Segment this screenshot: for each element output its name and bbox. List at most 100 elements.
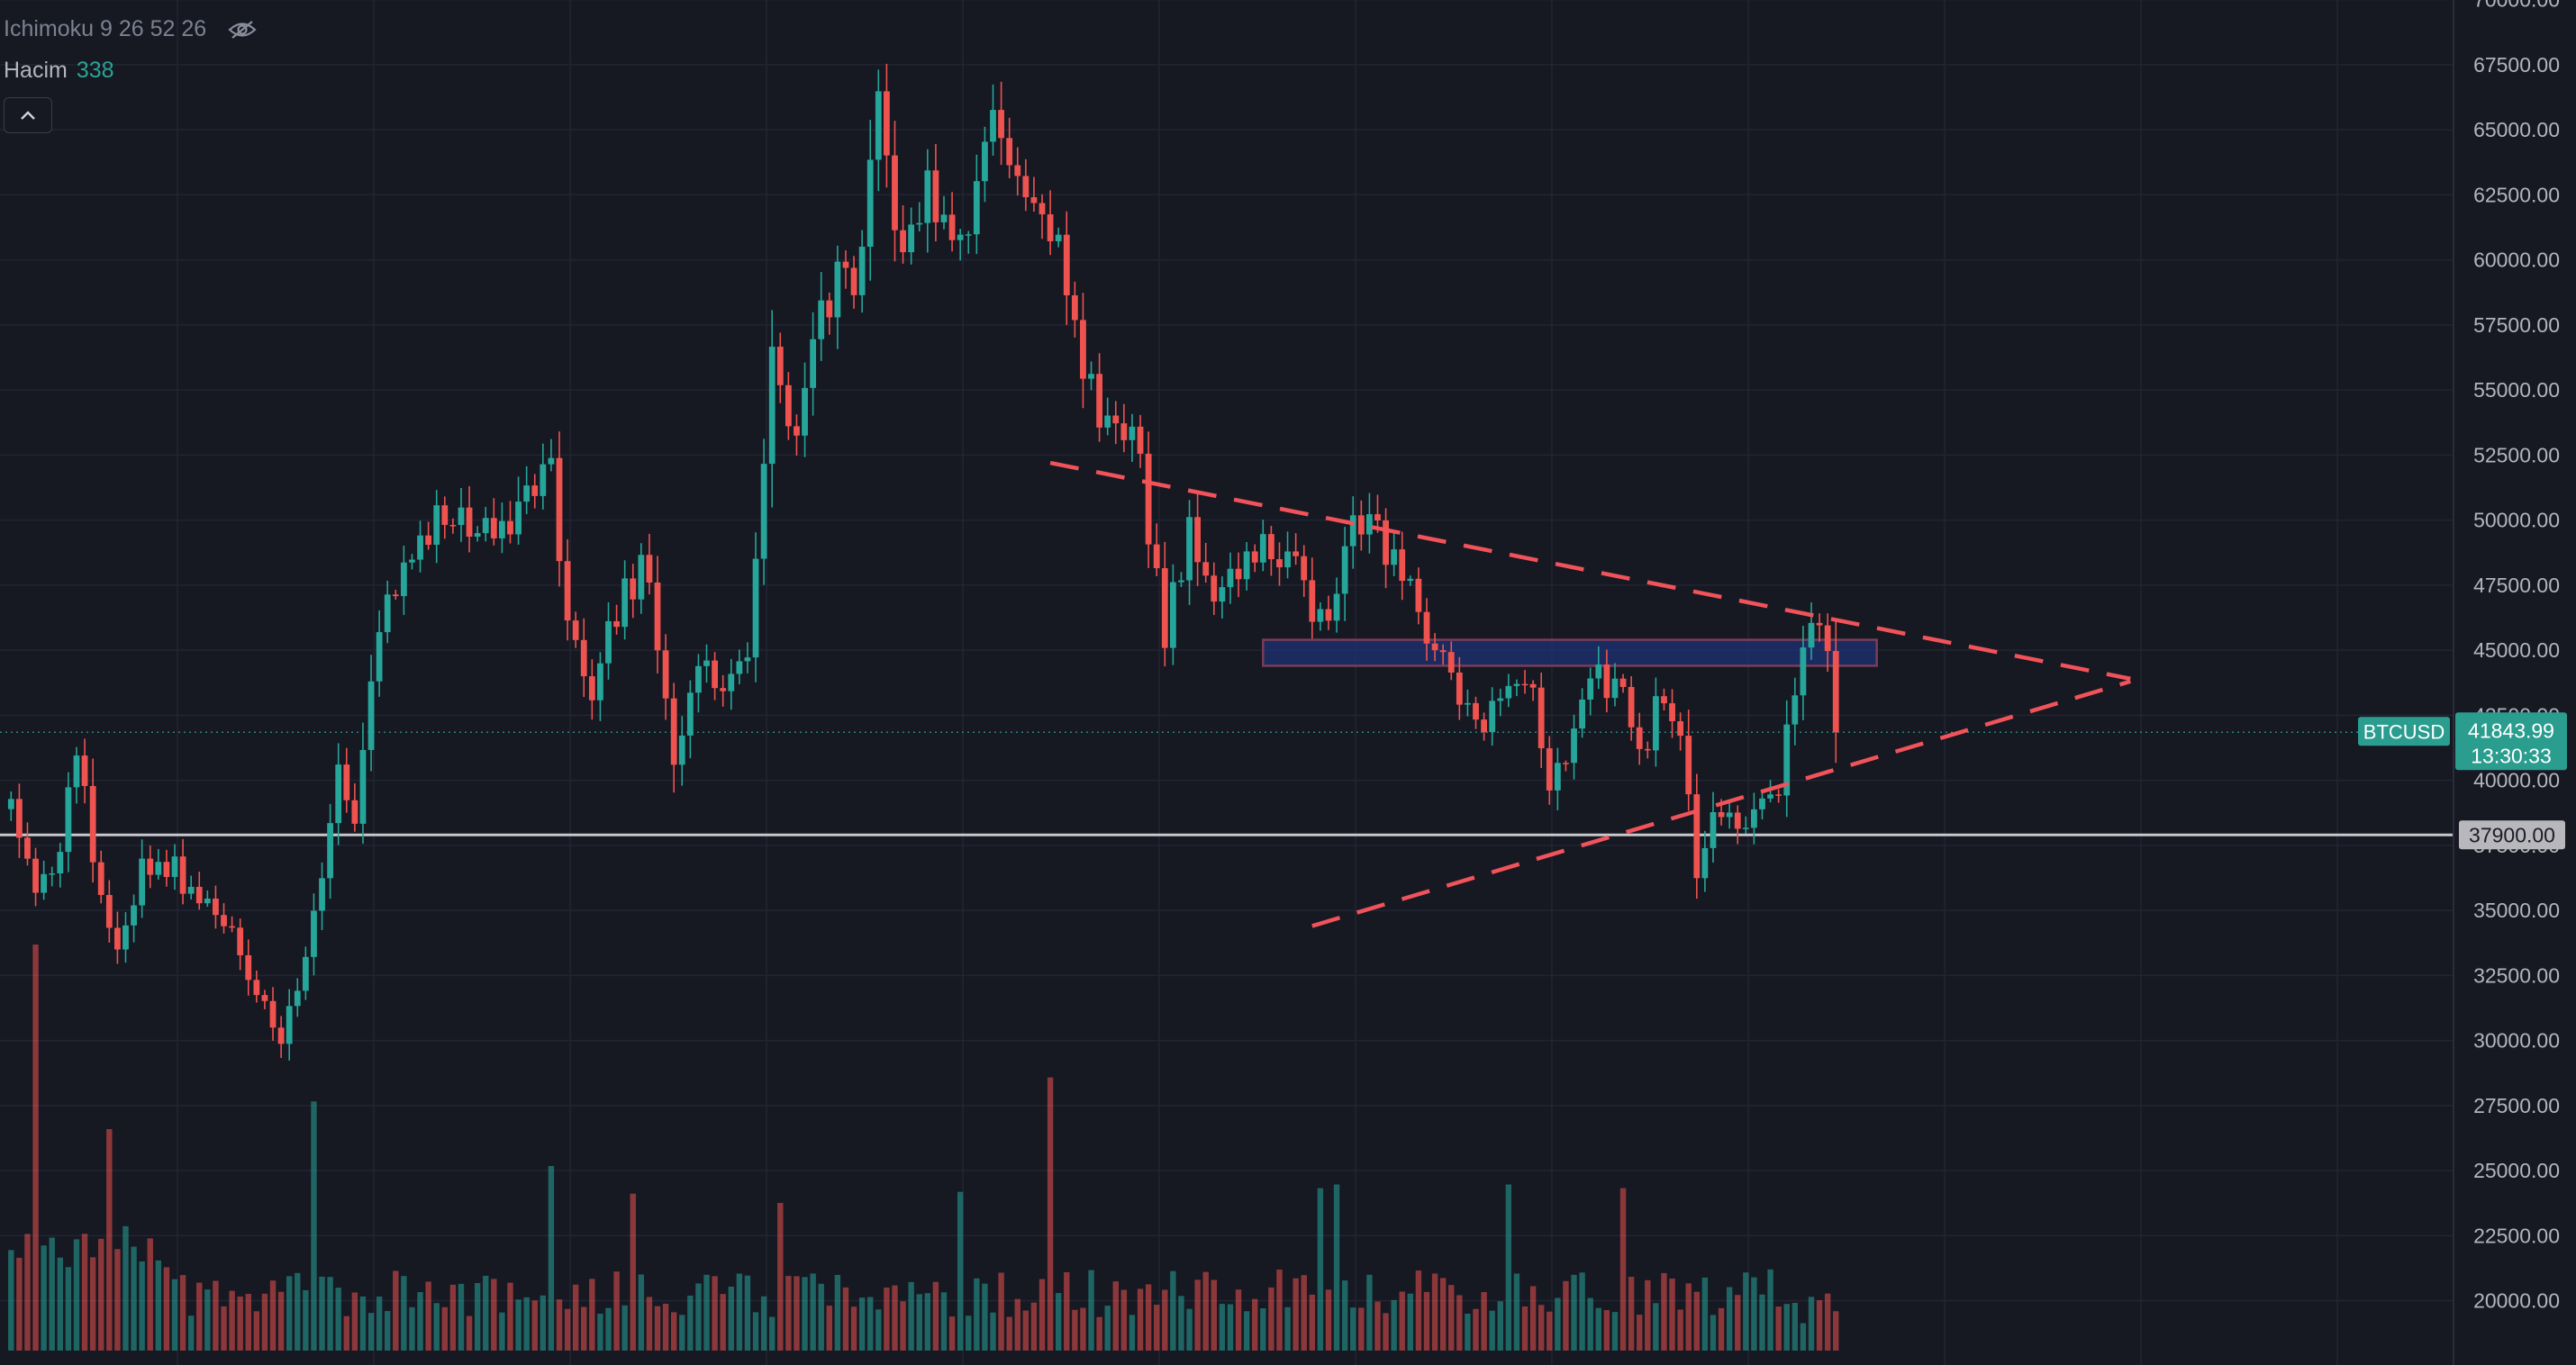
volume-bar — [57, 1257, 64, 1351]
resistance-zone[interactable] — [1262, 638, 1878, 667]
candle-body — [1800, 647, 1807, 696]
candle-body — [1014, 165, 1021, 176]
candle-body — [441, 505, 449, 525]
volume-bar — [221, 1306, 227, 1351]
trendlines[interactable] — [1049, 460, 2131, 928]
collapse-legend-button[interactable] — [4, 97, 52, 133]
candle-body — [97, 862, 104, 895]
volume-bar — [245, 1294, 251, 1351]
candle-body — [245, 954, 252, 981]
candle-body — [1022, 176, 1029, 198]
price-axis[interactable]: 20000.00 22500.00 25000.00 27500.00 30000.00… — [2453, 0, 2576, 1365]
candle-body — [990, 110, 996, 142]
volume-bar — [171, 1279, 178, 1351]
candle-body — [948, 214, 956, 240]
volume-bar — [1088, 1270, 1094, 1351]
candle-body — [810, 339, 817, 388]
volume-bar — [1529, 1286, 1537, 1351]
candle-body — [703, 660, 710, 666]
resistance-zone-rect[interactable] — [1262, 638, 1878, 667]
volume-bar — [1587, 1297, 1593, 1351]
volume-bar — [1252, 1298, 1258, 1351]
volume-bar — [1186, 1308, 1193, 1351]
candle-body — [1178, 580, 1184, 583]
candle-body — [384, 594, 391, 633]
volume-bar — [1595, 1307, 1601, 1351]
symbol-badge — [2358, 717, 2450, 746]
volume-bar — [311, 1101, 317, 1351]
volume-bar — [1669, 1278, 1675, 1351]
price-tick-label: 40000.00 — [2473, 769, 2560, 792]
candle-body — [229, 926, 235, 928]
volume-bar — [433, 1303, 440, 1351]
candle-body — [605, 620, 612, 664]
volume-bar — [1268, 1287, 1274, 1351]
trendline-descending-resistance[interactable] — [1049, 460, 2131, 682]
candle-body — [580, 639, 587, 677]
volume-bar — [1202, 1271, 1209, 1351]
volume-bar — [32, 945, 39, 1351]
candle-body — [286, 1006, 293, 1044]
volume-bar — [850, 1306, 857, 1351]
candle-body — [1791, 695, 1799, 725]
price-tick-label: 20000.00 — [2473, 1289, 2560, 1313]
volume-bar — [1112, 1281, 1119, 1351]
volume-bar — [572, 1284, 579, 1351]
candle-body — [1783, 724, 1791, 796]
candle-body — [776, 347, 784, 385]
candlestick-series — [7, 63, 1839, 1061]
candle-body — [794, 426, 800, 436]
volume-bar — [131, 1246, 137, 1351]
volume-bars — [8, 945, 1839, 1351]
volume-bar — [712, 1276, 718, 1351]
volume-bar — [16, 1257, 23, 1351]
candle-body — [482, 518, 489, 534]
volume-bar — [458, 1283, 465, 1351]
candle-body — [744, 657, 751, 662]
price-tick-label: 47500.00 — [2473, 574, 2560, 597]
volume-bar — [1751, 1277, 1757, 1351]
eye-off-icon[interactable] — [227, 20, 258, 40]
volume-bar — [1571, 1274, 1577, 1351]
volume-bar — [900, 1301, 906, 1351]
candle-body — [1063, 234, 1070, 295]
candle-body — [319, 878, 325, 911]
volume-bar — [1293, 1278, 1299, 1351]
candle-body — [1391, 549, 1398, 565]
candle-body — [924, 170, 931, 223]
candle-body — [1554, 763, 1561, 791]
volume-bar — [1645, 1279, 1651, 1351]
candle-body — [1669, 703, 1675, 721]
volume-bar — [1759, 1294, 1765, 1351]
volume-bar — [998, 1272, 1004, 1351]
candle-body — [1537, 687, 1545, 749]
volume-legend[interactable]: Hacim 338 — [4, 58, 114, 84]
candle-body — [163, 862, 170, 878]
volume-bar — [884, 1288, 890, 1351]
candle-body — [678, 735, 685, 765]
volume-bar — [892, 1285, 898, 1351]
volume-bar — [81, 1234, 88, 1351]
ichimoku-legend[interactable]: Ichimoku 9 26 52 26 — [4, 16, 258, 42]
price-tick-label: 50000.00 — [2473, 509, 2560, 532]
trendline-ascending-support[interactable] — [1311, 679, 2131, 928]
price-tick-label: 65000.00 — [2473, 118, 2560, 141]
candle-body — [858, 246, 866, 295]
candle-body — [1751, 809, 1757, 828]
volume-bar — [1465, 1313, 1471, 1351]
volume-bar — [1039, 1279, 1046, 1351]
volume-bar — [948, 1316, 956, 1351]
horizontal-levels — [0, 731, 2454, 836]
candle-body — [556, 457, 563, 562]
candle-body — [1447, 652, 1455, 673]
candle-body — [7, 799, 14, 809]
volume-bar — [155, 1260, 162, 1351]
price-tick-label: 60000.00 — [2473, 249, 2560, 272]
candle-body — [1293, 551, 1300, 556]
candle-body — [1603, 664, 1610, 699]
volume-bar — [1301, 1275, 1307, 1351]
candle-body — [1137, 426, 1144, 454]
candle-body — [24, 837, 31, 859]
volume-bar — [319, 1276, 325, 1351]
